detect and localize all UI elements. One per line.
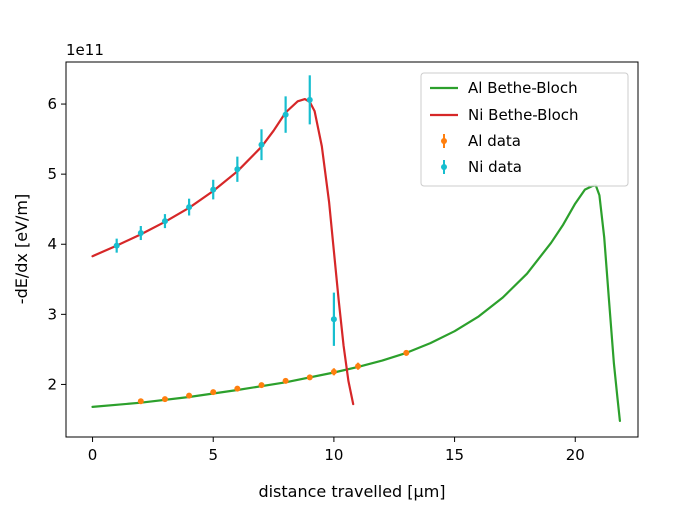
y-tick-label: 3 [47, 305, 57, 323]
y-tick-label: 2 [47, 375, 57, 393]
data-point-ni-data [306, 96, 313, 103]
legend-label-ni-data: Ni data [468, 158, 522, 176]
data-point-ni-data [210, 186, 217, 193]
data-point-ni-data [137, 230, 144, 237]
data-point-al-data [403, 349, 410, 356]
data-point-al-data [137, 398, 144, 405]
x-tick-label: 20 [566, 446, 585, 464]
data-point-al-data [330, 368, 337, 375]
x-axis-label: distance travelled [μm] [258, 482, 445, 501]
data-point-al-data [282, 377, 289, 384]
legend-marker-ni-data [441, 160, 447, 174]
legend-label-ni-bethe-bloch: Ni Bethe-Bloch [468, 106, 579, 124]
data-point-ni-data [186, 204, 193, 211]
data-point-al-data [210, 389, 217, 396]
data-point-ni-data [161, 218, 168, 225]
data-point-al-data [234, 385, 241, 392]
data-point-al-data [355, 363, 362, 370]
data-point-al-data [258, 382, 265, 389]
data-point-al-data [161, 396, 168, 403]
y-tick-label: 4 [47, 235, 57, 253]
x-tick-label: 0 [88, 446, 98, 464]
scale-note: 1e11 [66, 41, 104, 59]
data-point-ni-data [282, 111, 289, 118]
y-tick-label: 5 [47, 165, 57, 183]
data-point-ni-data [330, 316, 337, 323]
data-point-ni-data [234, 166, 241, 173]
legend-label-al-bethe-bloch: Al Bethe-Bloch [468, 79, 578, 97]
x-tick-label: 10 [324, 446, 343, 464]
y-axis-label: -dE/dx [eV/m] [12, 194, 31, 304]
series-line-al-bethe-bloch [91, 184, 622, 422]
data-point-al-data [186, 392, 193, 399]
data-point-ni-data [113, 242, 120, 249]
legend-frame [420, 72, 629, 187]
legend-marker-al-data [441, 134, 447, 148]
axes-layer: 0 5 10 15 20 2 3 4 5 6 [47, 61, 639, 464]
x-tick-label: 5 [208, 446, 218, 464]
data-point-al-data [306, 374, 313, 381]
series-layer [91, 75, 622, 422]
axes-frame [65, 61, 639, 438]
y-tick-label: 6 [47, 95, 57, 113]
data-point-ni-data [258, 141, 265, 148]
series-line-ni-bethe-bloch [91, 97, 355, 406]
x-tick-label: 15 [445, 446, 464, 464]
legend-label-al-data: Al data [468, 132, 521, 150]
legend: Al Bethe-Bloch Ni Bethe-Bloch Al data Ni… [420, 72, 629, 187]
